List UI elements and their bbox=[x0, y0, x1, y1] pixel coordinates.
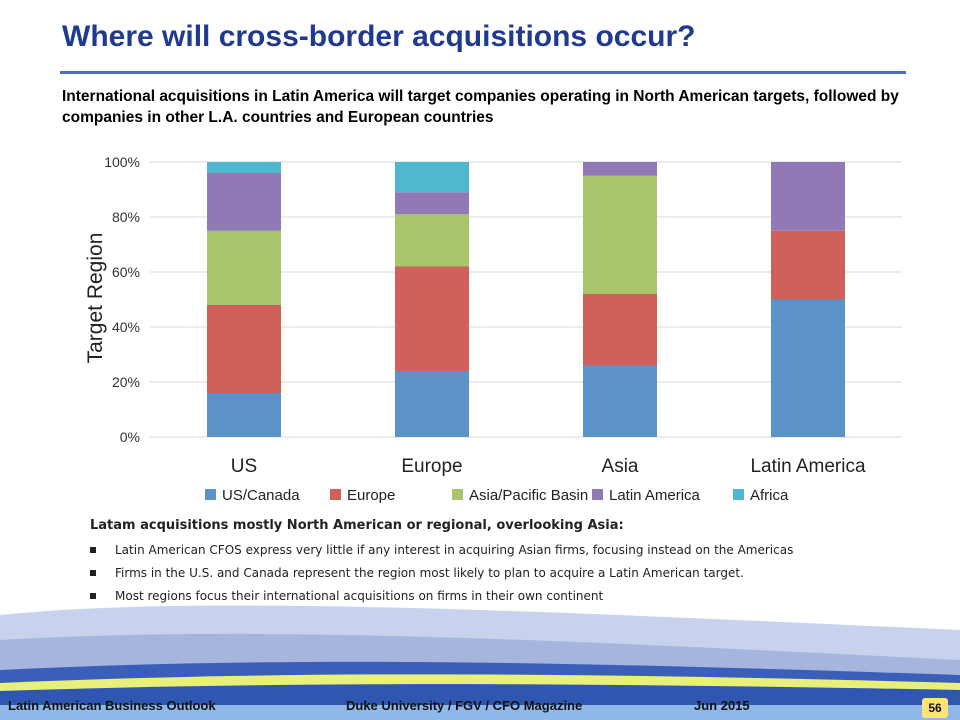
footer-source-text: Duke University / FGV / CFO Magazine bbox=[346, 698, 583, 713]
decorative-swoosh-background bbox=[0, 605, 960, 720]
bar-segment bbox=[771, 230, 845, 300]
bar-segment bbox=[207, 230, 281, 305]
y-axis-ticks: 0% 20% 40% 60% 80% 100% bbox=[104, 154, 140, 445]
note-item: Latin American CFOS express very little … bbox=[90, 542, 930, 558]
stacked-bar-chart: 0% 20% 40% 60% 80% 100% US Europe Asia Latin Ame… bbox=[84, 154, 902, 504]
bar-segment bbox=[395, 371, 469, 437]
legend-swatch bbox=[452, 489, 463, 500]
y-tick-label: 80% bbox=[112, 209, 140, 225]
y-tick-label: 20% bbox=[112, 374, 140, 390]
y-tick-label: 100% bbox=[104, 154, 140, 170]
legend-swatch bbox=[330, 489, 341, 500]
legend-label: US/Canada bbox=[222, 487, 300, 504]
x-category-label: Europe bbox=[401, 456, 462, 477]
note-item: Firms in the U.S. and Canada represent t… bbox=[90, 565, 930, 581]
y-tick-label: 60% bbox=[112, 264, 140, 280]
title-underline bbox=[60, 71, 906, 74]
bar-segment bbox=[583, 162, 657, 176]
footer-date: Jun 2015 bbox=[694, 698, 750, 713]
y-axis-label: Target Region bbox=[84, 233, 107, 364]
legend-swatch bbox=[205, 489, 216, 500]
legend-label: Latin America bbox=[609, 487, 701, 504]
bar-segment bbox=[207, 393, 281, 437]
page-number: 56 bbox=[922, 698, 948, 718]
x-axis-categories: US Europe Asia Latin America bbox=[231, 456, 866, 477]
slide-title: Where will cross-border acquisitions occ… bbox=[62, 20, 696, 53]
note-text: Firms in the U.S. and Canada represent t… bbox=[115, 566, 744, 580]
x-category-label: Latin America bbox=[750, 456, 866, 477]
legend-label: Europe bbox=[347, 487, 395, 504]
legend-swatch bbox=[733, 489, 744, 500]
bar-segment bbox=[583, 294, 657, 366]
footer-left-text: Latin American Business Outlook bbox=[8, 698, 216, 713]
bar-segment bbox=[395, 192, 469, 215]
slide-subtitle: International acquisitions in Latin Amer… bbox=[62, 88, 899, 126]
notes-list: Latin American CFOS express very little … bbox=[90, 542, 930, 604]
legend-label: Africa bbox=[750, 487, 789, 504]
notes-heading: Latam acquisitions mostly North American… bbox=[90, 518, 624, 533]
x-category-label: Asia bbox=[602, 456, 639, 477]
bar-segment bbox=[395, 266, 469, 371]
y-tick-label: 0% bbox=[120, 429, 140, 445]
square-bullet-icon bbox=[90, 547, 96, 553]
bar-segment bbox=[771, 299, 845, 437]
square-bullet-icon bbox=[90, 570, 96, 576]
bars bbox=[207, 162, 845, 437]
legend: US/Canada Europe Asia/Pacific Basin Latin A… bbox=[205, 487, 789, 504]
legend-label: Asia/Pacific Basin bbox=[469, 487, 588, 504]
legend-swatch bbox=[592, 489, 603, 500]
bar-segment bbox=[771, 162, 845, 231]
bar-segment bbox=[207, 173, 281, 231]
bar-segment bbox=[583, 175, 657, 294]
note-text: Most regions focus their international a… bbox=[115, 589, 604, 603]
x-category-label: US bbox=[231, 456, 257, 477]
note-item: Most regions focus their international a… bbox=[90, 588, 930, 604]
note-text: Latin American CFOS express very little … bbox=[115, 543, 794, 557]
bar-segment bbox=[207, 305, 281, 393]
square-bullet-icon bbox=[90, 593, 96, 599]
bar-segment bbox=[395, 162, 469, 193]
notes-section: Latam acquisitions mostly North American… bbox=[90, 518, 930, 611]
bar-segment bbox=[395, 214, 469, 267]
footer: Latin American Business Outlook Duke Uni… bbox=[0, 690, 960, 720]
bar-segment bbox=[583, 365, 657, 437]
bar-segment bbox=[207, 162, 281, 173]
y-tick-label: 40% bbox=[112, 319, 140, 335]
